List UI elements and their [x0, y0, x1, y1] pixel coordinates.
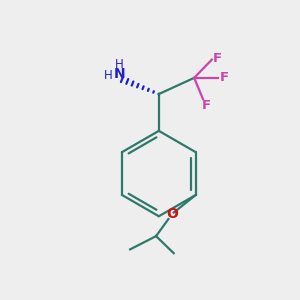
Text: N: N	[113, 67, 125, 81]
Text: H: H	[115, 58, 124, 71]
Text: H: H	[103, 69, 112, 82]
Text: O: O	[166, 207, 178, 221]
Text: F: F	[220, 71, 229, 84]
Text: F: F	[213, 52, 222, 65]
Text: F: F	[202, 99, 211, 112]
